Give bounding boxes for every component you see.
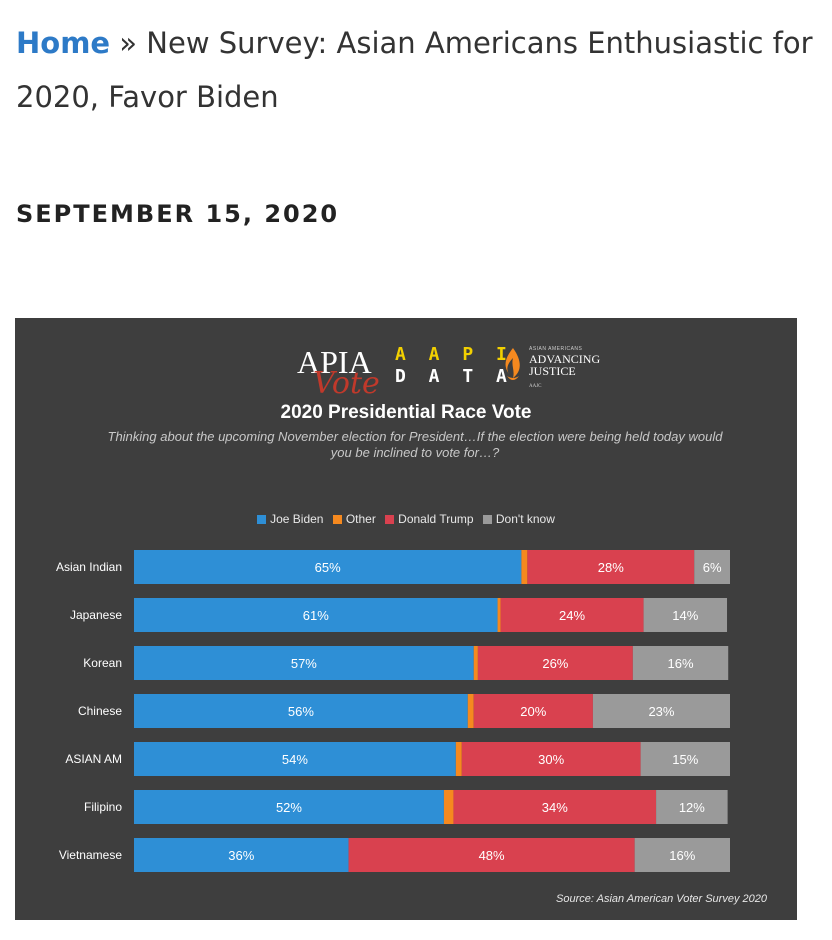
bar-donald-trump-asian-indian [527,550,695,584]
data-label-joe-biden-filipino: 52% [276,800,302,815]
bar-other-korean [473,646,478,680]
bar-donald-trump-japanese [500,598,644,632]
category-label-asian-am: ASIAN AM [65,752,122,766]
data-label-don-t-know-vietnamese: 16% [669,848,695,863]
bar-joe-biden-chinese [134,694,468,728]
bar-other-japanese [497,598,501,632]
data-label-joe-biden-chinese: 56% [288,704,314,719]
apia-vote-logo-script: Vote [313,366,380,401]
aaj-logo-small: ASIAN AMERICANS [529,346,583,352]
category-label-vietnamese: Vietnamese [59,848,122,862]
category-label-korean: Korean [83,656,122,670]
legend-label-joe-biden: Joe Biden [270,512,324,526]
bar-joe-biden-korean [134,646,474,680]
chart-source: Source: Asian American Voter Survey 2020 [556,893,767,905]
chart-card: APIA Vote A A P I D A T A ASIAN AMERICAN… [15,318,797,920]
bar-donald-trump-vietnamese [348,838,635,872]
bar-chart: Asian Indian 65% 28% 6% Japanese 61% 24% 14% Kor… [56,550,730,872]
data-label-donald-trump-vietnamese: 48% [479,848,505,863]
category-label-asian-indian: Asian Indian [56,560,122,574]
data-label-donald-trump-korean: 26% [542,656,568,671]
breadcrumb-separator: » [110,26,147,60]
aaj-logo-tag: AAJC [529,384,542,389]
data-label-donald-trump-asian-am: 30% [538,752,564,767]
category-label-chinese: Chinese [78,704,122,718]
bar-other-asian-am [455,742,462,776]
bar-don-t-know-vietnamese [634,838,730,872]
data-label-donald-trump-japanese: 24% [559,608,585,623]
bar-don-t-know-asian-am [640,742,730,776]
bar-other-filipino [443,790,454,824]
legend-swatch-dont-know [482,515,492,524]
data-label-don-t-know-korean: 16% [668,656,694,671]
chart-subtitle: Thinking about the upcoming November ele… [107,429,723,460]
bar-donald-trump-filipino [453,790,657,824]
category-label-japanese: Japanese [70,608,122,622]
legend-label-donald-trump: Donald Trump [398,512,474,526]
data-label-don-t-know-chinese: 23% [648,704,674,719]
apia-logo-text: APIA [297,344,372,380]
data-label-joe-biden-vietnamese: 36% [228,848,254,863]
legend-item-joe-biden: Joe Biden [257,512,323,526]
chart-title: 2020 Presidential Race Vote [280,402,532,423]
data-label-don-t-know-asian-indian: 6% [703,560,722,575]
aapi-logo-line2: D A T A [395,366,513,387]
chart-legend: Joe Biden Other Donald Trump Don't know [15,512,797,526]
legend-swatch-joe-biden [257,515,267,524]
flame-icon [505,348,520,380]
page-title: New Survey: Asian Americans Enthusiastic… [16,26,813,114]
data-label-joe-biden-asian-am: 54% [282,752,308,767]
bar-don-t-know-japanese [643,598,728,632]
data-label-joe-biden-korean: 57% [291,656,317,671]
legend-item-dont-know: Don't know [482,512,555,526]
legend-swatch-other [332,515,342,524]
data-label-joe-biden-asian-indian: 65% [315,560,341,575]
aapi-logo-line1: A A P I [395,344,513,365]
advancing-justice-logo: ASIAN AMERICANS ADVANCING JUSTICE AAJC [501,344,621,394]
data-label-don-t-know-filipino: 12% [679,800,705,815]
post-date: SEPTEMBER 15, 2020 [16,200,340,228]
breadcrumb: Home » New Survey: Asian Americans Enthu… [16,16,816,124]
apia-vote-logo: APIA Vote [297,344,380,401]
legend-item-other: Other [332,512,376,526]
bar-joe-biden-asian-am [134,742,456,776]
bar-donald-trump-chinese [473,694,593,728]
aaj-logo-line1: ADVANCING [529,352,601,366]
bar-donald-trump-korean [477,646,633,680]
data-label-joe-biden-japanese: 61% [303,608,329,623]
bar-don-t-know-asian-indian [694,550,730,584]
category-label-filipino: Filipino [84,800,122,814]
bar-don-t-know-filipino [656,790,728,824]
aaj-logo-line2: JUSTICE [529,364,576,378]
bar-other-asian-indian [521,550,528,584]
bar-don-t-know-chinese [592,694,730,728]
data-label-don-t-know-japanese: 14% [672,608,698,623]
data-label-donald-trump-filipino: 34% [542,800,568,815]
bar-joe-biden-asian-indian [134,550,522,584]
bar-don-t-know-korean [632,646,729,680]
bar-donald-trump-asian-am [461,742,641,776]
aapi-data-logo: A A P I D A T A [395,344,513,388]
legend-label-dont-know: Don't know [495,512,555,526]
bar-joe-biden-filipino [134,790,444,824]
legend-swatch-donald-trump [385,515,395,524]
legend-item-donald-trump: Donald Trump [385,512,474,526]
logo-row: APIA Vote A A P I D A T A ASIAN AMERICAN… [15,340,797,410]
bar-joe-biden-japanese [134,598,498,632]
bar-joe-biden-vietnamese [134,838,349,872]
data-label-don-t-know-asian-am: 15% [672,752,698,767]
bar-other-chinese [467,694,474,728]
data-label-donald-trump-asian-indian: 28% [598,560,624,575]
breadcrumb-home-link[interactable]: Home [16,26,111,60]
data-label-donald-trump-chinese: 20% [520,704,546,719]
legend-label-other: Other [345,512,376,526]
aaj-logo-text: ADVANCING JUSTICE AAJC [529,353,600,393]
